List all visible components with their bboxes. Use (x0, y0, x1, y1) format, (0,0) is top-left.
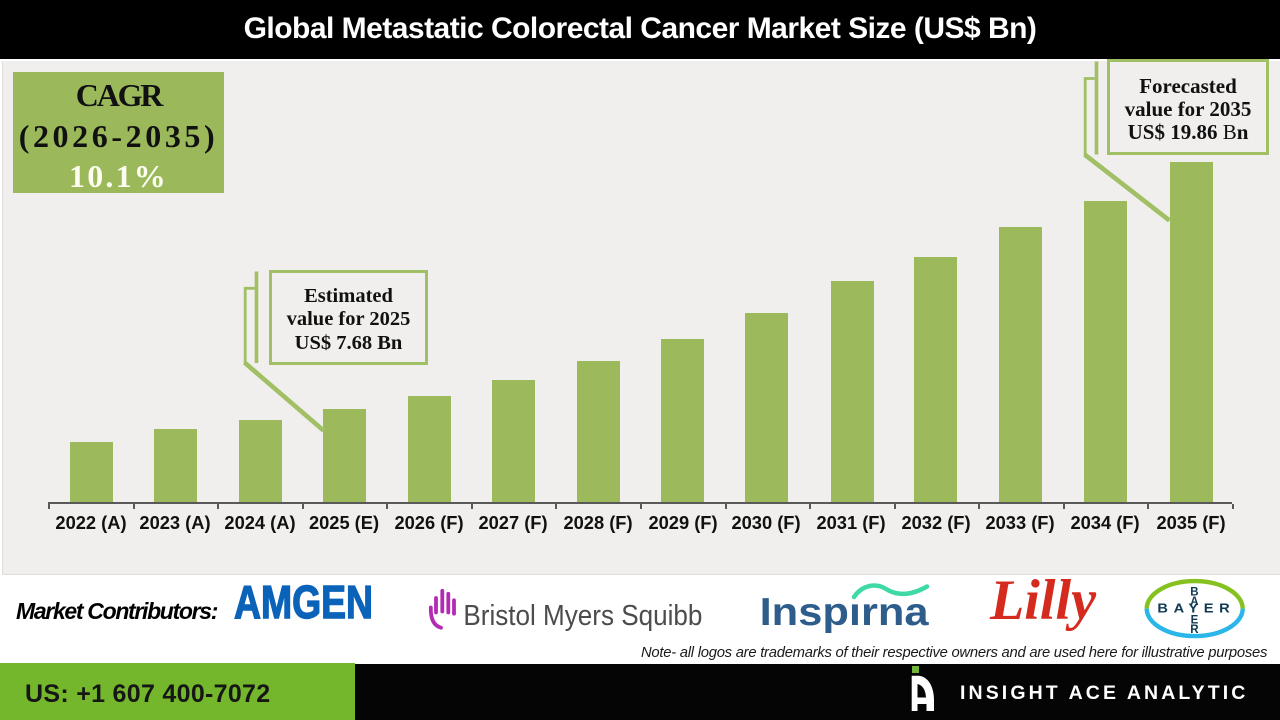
svg-text:AMGEN: AMGEN (234, 580, 373, 622)
svg-text:B: B (1190, 587, 1198, 599)
svg-text:E: E (1191, 615, 1199, 627)
svg-text:Lilly: Lilly (989, 575, 1097, 632)
svg-text:Inspırna: Inspırna (760, 591, 929, 634)
svg-text:R: R (1190, 624, 1199, 636)
svg-text:A: A (1190, 596, 1198, 608)
svg-text:BAYER: BAYER (1157, 601, 1235, 616)
svg-text:Bristol Myers Squibb: Bristol Myers Squibb (463, 600, 702, 632)
